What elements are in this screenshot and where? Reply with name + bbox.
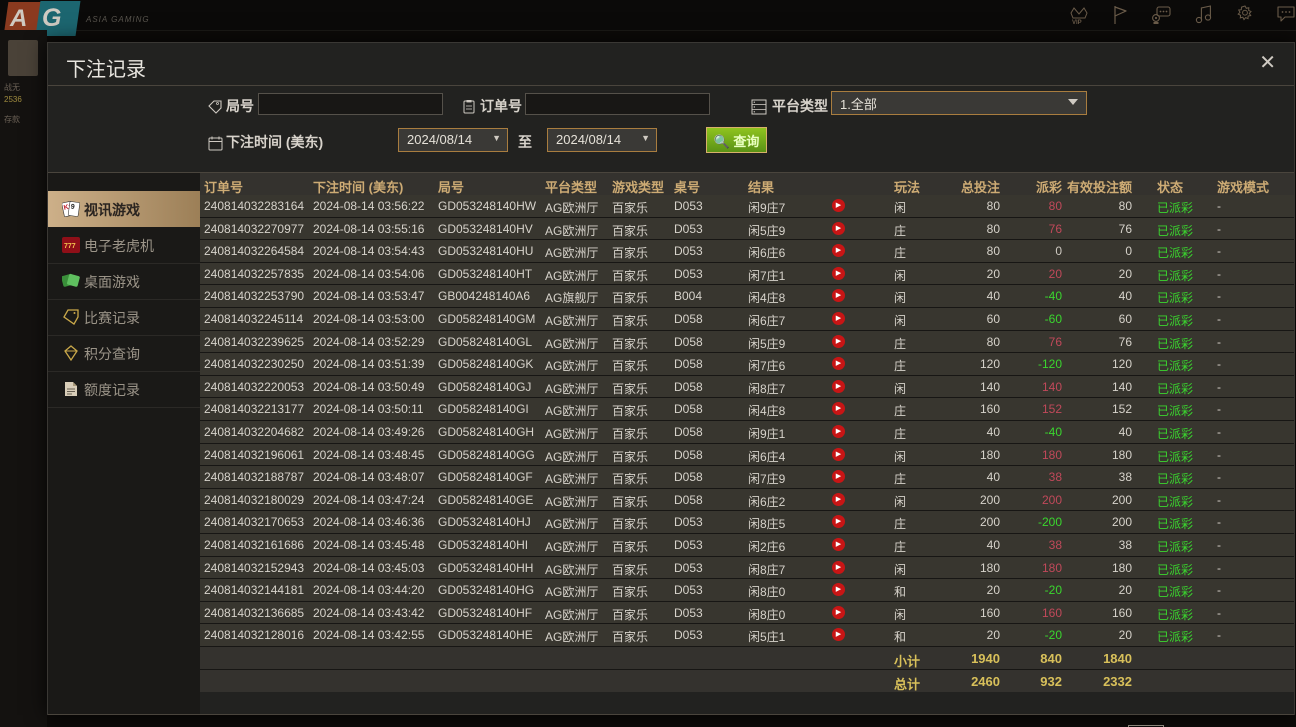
svg-text:777: 777 [64,243,76,250]
svg-text:VIP: VIP [1072,20,1082,25]
